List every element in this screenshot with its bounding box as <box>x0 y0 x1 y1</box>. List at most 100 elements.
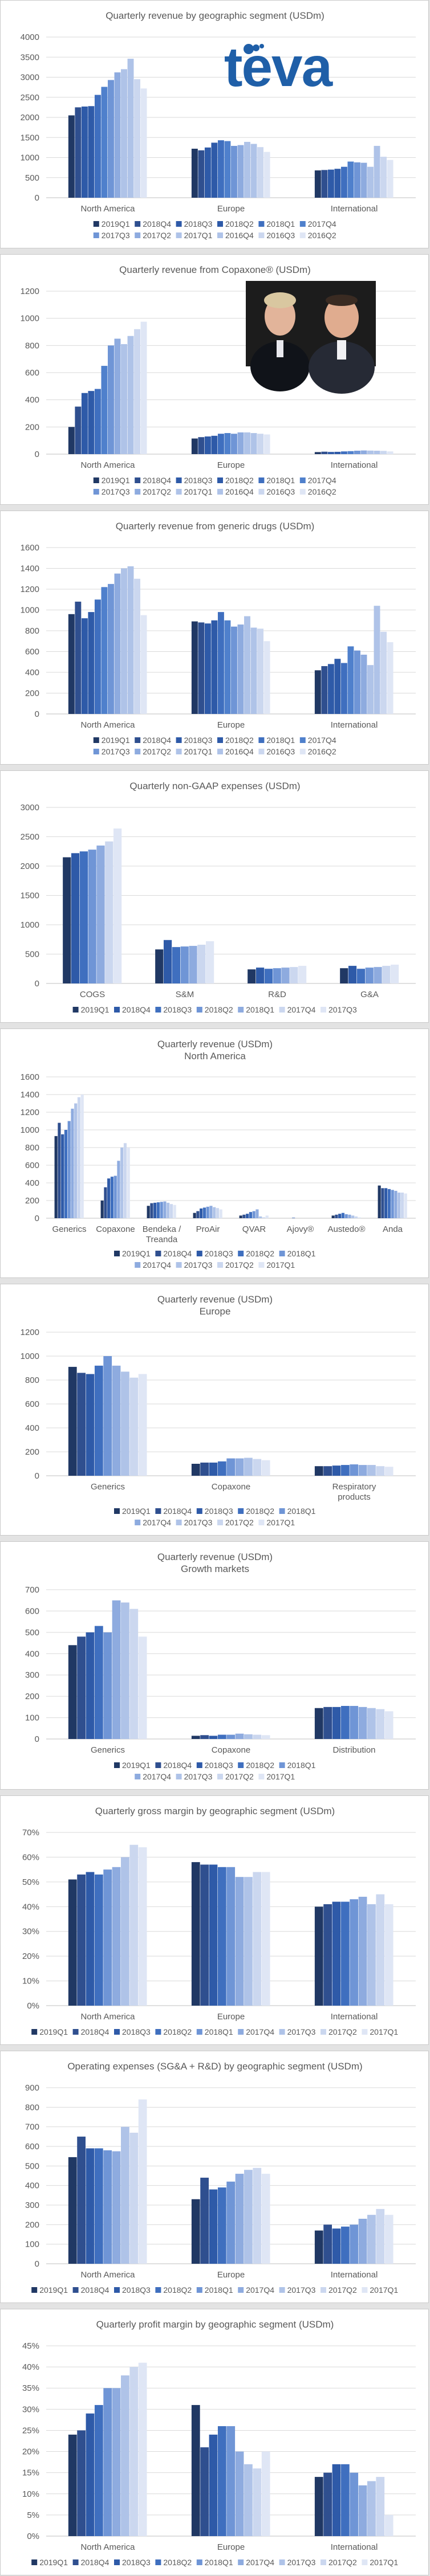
legend-swatch <box>196 1251 202 1256</box>
bar <box>86 2148 95 2264</box>
legend-swatch <box>217 1520 223 1525</box>
bar <box>94 1626 103 1739</box>
bar <box>217 2187 226 2264</box>
bar <box>200 2447 209 2536</box>
legend-item: 2018Q2 <box>238 1507 274 1516</box>
bar <box>209 2189 218 2264</box>
legend-label: 2016Q4 <box>225 487 254 496</box>
bar <box>244 1734 253 1739</box>
legend-swatch <box>155 1251 161 1256</box>
bar <box>382 966 391 983</box>
legend-swatch <box>217 1262 223 1268</box>
legend-item: 2017Q3 <box>176 1260 213 1269</box>
legend-item: 2018Q1 <box>258 736 295 745</box>
y-tick-label: 1600 <box>21 543 39 553</box>
legend-item: 2018Q1 <box>238 1005 274 1014</box>
bar <box>380 157 387 198</box>
bar <box>237 624 244 714</box>
legend-swatch <box>114 1762 120 1768</box>
legend-label: 2017Q1 <box>370 2027 398 2036</box>
bar <box>340 166 347 198</box>
legend-swatch <box>114 2287 120 2293</box>
legend-item: 2018Q2 <box>217 736 254 745</box>
bar <box>209 1206 213 1218</box>
bar <box>347 646 354 714</box>
legend-item: 2017Q4 <box>135 1772 171 1781</box>
legend-label: 2017Q3 <box>328 1005 357 1014</box>
y-tick-label: 1200 <box>21 1108 39 1117</box>
bar <box>120 1148 124 1218</box>
bar <box>150 1203 153 1218</box>
y-tick-label: 0 <box>35 2259 39 2269</box>
bar <box>360 450 367 454</box>
bar <box>253 1734 262 1739</box>
bar <box>217 1461 226 1476</box>
bar <box>77 1874 86 2006</box>
legend-item: 2018Q2 <box>196 1005 233 1014</box>
y-tick-label: 50% <box>22 1877 39 1887</box>
legend-swatch <box>176 1774 182 1779</box>
chart-svg: Quarterly revenue by geographic segment … <box>21 10 416 240</box>
legend-swatch <box>321 2559 326 2565</box>
bar <box>376 1709 385 1739</box>
bar <box>191 2199 200 2264</box>
person-right-suit <box>309 341 375 394</box>
category-label: Generics <box>52 1224 86 1234</box>
legend-item: 2019Q1 <box>93 476 130 485</box>
legend-label: 2017Q1 <box>266 1260 295 1269</box>
legend-swatch <box>93 749 99 754</box>
legend-swatch <box>258 221 265 227</box>
legend-label: 2017Q3 <box>102 231 130 240</box>
bar <box>127 1148 130 1218</box>
legend-item: 2019Q1 <box>31 2285 68 2295</box>
legend-swatch <box>321 2029 326 2035</box>
bar <box>216 1208 220 1218</box>
legend-label: 2017Q3 <box>102 487 130 496</box>
bar <box>191 438 198 454</box>
legend-label: 2018Q2 <box>163 2285 192 2295</box>
bar <box>114 338 121 454</box>
bar <box>244 2170 253 2264</box>
bar <box>314 670 321 714</box>
legend-label: 2018Q2 <box>246 1761 274 1770</box>
bar <box>191 1862 200 2006</box>
legend-label: 2017Q3 <box>287 2027 316 2036</box>
person-left-suit <box>250 341 310 391</box>
legend-item: 2017Q4 <box>299 476 336 485</box>
bar <box>332 1901 341 2006</box>
y-tick-label: 600 <box>25 1161 39 1170</box>
bar <box>209 2434 218 2536</box>
legend-label: 2017Q3 <box>102 747 130 756</box>
bar <box>253 1872 262 2006</box>
legend-item: 2017Q3 <box>279 2285 316 2295</box>
legend-swatch <box>238 2559 244 2565</box>
legend-label: 2016Q2 <box>308 747 336 756</box>
y-tick-label: 0 <box>35 193 39 203</box>
bar <box>387 451 394 454</box>
person-left-shirt <box>277 340 283 357</box>
legend-item: 2019Q1 <box>114 1507 151 1516</box>
bar <box>138 1374 147 1476</box>
y-tick-label: 30% <box>22 1927 39 1937</box>
category-label: Distribution <box>332 1745 375 1755</box>
legend-label: 2018Q2 <box>225 219 254 228</box>
bar <box>121 1857 129 2006</box>
category-label: Europe <box>217 720 245 730</box>
legend-item: 2019Q1 <box>93 219 130 228</box>
legend-item: 2017Q3 <box>176 1772 213 1781</box>
legend-label: 2018Q3 <box>122 2558 151 2567</box>
legend-swatch <box>217 221 223 227</box>
bar <box>200 2177 209 2264</box>
bar <box>327 664 334 714</box>
bar <box>248 969 256 983</box>
bar <box>263 434 270 454</box>
legend-label: 2018Q1 <box>287 1761 316 1770</box>
y-tick-label: 1500 <box>21 891 39 901</box>
legend-item: 2017Q1 <box>258 1772 295 1781</box>
bar <box>334 451 341 454</box>
bar <box>235 2174 244 2264</box>
bar <box>387 1189 391 1218</box>
legend-item: 2018Q4 <box>155 1761 192 1770</box>
legend-swatch <box>258 1262 265 1268</box>
bar <box>77 2430 86 2536</box>
